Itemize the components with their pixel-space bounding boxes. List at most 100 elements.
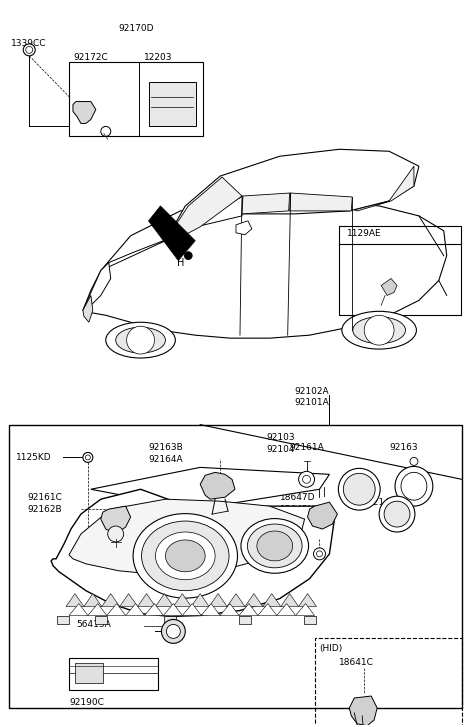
Ellipse shape — [241, 518, 309, 574]
Polygon shape — [308, 502, 337, 529]
Text: 92162B: 92162B — [27, 505, 62, 514]
Circle shape — [83, 452, 93, 462]
Polygon shape — [66, 594, 84, 606]
Text: 92103: 92103 — [267, 433, 295, 442]
Polygon shape — [354, 166, 414, 211]
Polygon shape — [281, 594, 299, 606]
Text: 92172C: 92172C — [73, 53, 108, 63]
Polygon shape — [242, 193, 290, 214]
Bar — [149, 81, 196, 126]
Polygon shape — [258, 603, 277, 616]
Text: 92163: 92163 — [389, 443, 418, 452]
Polygon shape — [174, 594, 191, 606]
Bar — [69, 658, 159, 690]
Ellipse shape — [155, 532, 215, 579]
Circle shape — [317, 551, 323, 557]
Text: 92101A: 92101A — [295, 398, 329, 407]
Bar — [303, 616, 316, 624]
Polygon shape — [84, 594, 102, 606]
Text: 1129AE: 1129AE — [348, 229, 382, 238]
Circle shape — [314, 548, 325, 560]
Polygon shape — [191, 594, 209, 606]
Text: 56415A: 56415A — [76, 620, 111, 629]
Text: 1125KD: 1125KD — [16, 453, 52, 462]
Text: 92170D: 92170D — [119, 25, 154, 33]
Polygon shape — [163, 603, 182, 616]
Polygon shape — [227, 594, 245, 606]
Ellipse shape — [384, 501, 410, 527]
Ellipse shape — [106, 322, 175, 358]
Polygon shape — [182, 603, 201, 616]
Polygon shape — [149, 206, 195, 260]
Polygon shape — [290, 193, 352, 211]
Text: 12203: 12203 — [144, 53, 172, 63]
Bar — [75, 663, 103, 683]
Text: 18647D: 18647D — [280, 493, 315, 502]
Circle shape — [85, 455, 91, 460]
Circle shape — [364, 316, 394, 345]
Text: 92102A: 92102A — [295, 387, 329, 396]
Circle shape — [299, 471, 315, 487]
Polygon shape — [126, 603, 144, 616]
Polygon shape — [201, 603, 220, 616]
Polygon shape — [220, 603, 239, 616]
Polygon shape — [102, 594, 120, 606]
Text: 92163B: 92163B — [149, 443, 183, 452]
Circle shape — [184, 252, 192, 260]
Polygon shape — [245, 594, 263, 606]
Bar — [9, 425, 461, 708]
Polygon shape — [83, 295, 93, 322]
Ellipse shape — [133, 513, 237, 598]
Polygon shape — [166, 177, 242, 243]
Bar — [165, 616, 176, 624]
Polygon shape — [209, 594, 227, 606]
Polygon shape — [107, 603, 126, 616]
Polygon shape — [120, 594, 137, 606]
Bar — [239, 616, 251, 624]
Circle shape — [26, 47, 33, 53]
Polygon shape — [101, 506, 131, 534]
Ellipse shape — [166, 540, 205, 571]
Polygon shape — [51, 489, 334, 616]
Polygon shape — [137, 594, 155, 606]
Polygon shape — [144, 603, 163, 616]
Ellipse shape — [379, 497, 415, 532]
Bar — [340, 226, 461, 316]
Polygon shape — [200, 473, 235, 499]
Ellipse shape — [395, 467, 433, 506]
Ellipse shape — [142, 521, 229, 590]
Polygon shape — [83, 201, 447, 338]
Circle shape — [410, 457, 418, 465]
Ellipse shape — [338, 468, 380, 510]
Text: 92190C: 92190C — [69, 699, 104, 707]
Polygon shape — [277, 603, 295, 616]
Circle shape — [161, 619, 185, 643]
Ellipse shape — [248, 524, 302, 568]
Text: 18645H: 18645H — [280, 505, 315, 514]
Text: 92140E: 92140E — [367, 498, 401, 507]
Text: 92104: 92104 — [267, 445, 295, 454]
Ellipse shape — [401, 473, 427, 500]
Text: H: H — [177, 257, 184, 268]
Ellipse shape — [353, 317, 406, 344]
Circle shape — [127, 326, 154, 354]
Circle shape — [166, 624, 180, 638]
Text: 92164A: 92164A — [149, 455, 183, 464]
Circle shape — [23, 44, 35, 56]
Polygon shape — [299, 594, 317, 606]
Polygon shape — [69, 499, 304, 576]
Text: 92111C: 92111C — [280, 526, 315, 536]
Bar — [57, 616, 69, 624]
Polygon shape — [349, 696, 377, 726]
Polygon shape — [166, 149, 419, 241]
Text: 1339CC: 1339CC — [11, 39, 47, 49]
Bar — [69, 62, 203, 137]
Polygon shape — [155, 594, 174, 606]
Ellipse shape — [116, 327, 166, 353]
Polygon shape — [263, 594, 281, 606]
Polygon shape — [69, 603, 88, 616]
Circle shape — [303, 475, 310, 483]
Polygon shape — [295, 603, 315, 616]
Polygon shape — [73, 102, 96, 124]
Polygon shape — [381, 278, 397, 295]
